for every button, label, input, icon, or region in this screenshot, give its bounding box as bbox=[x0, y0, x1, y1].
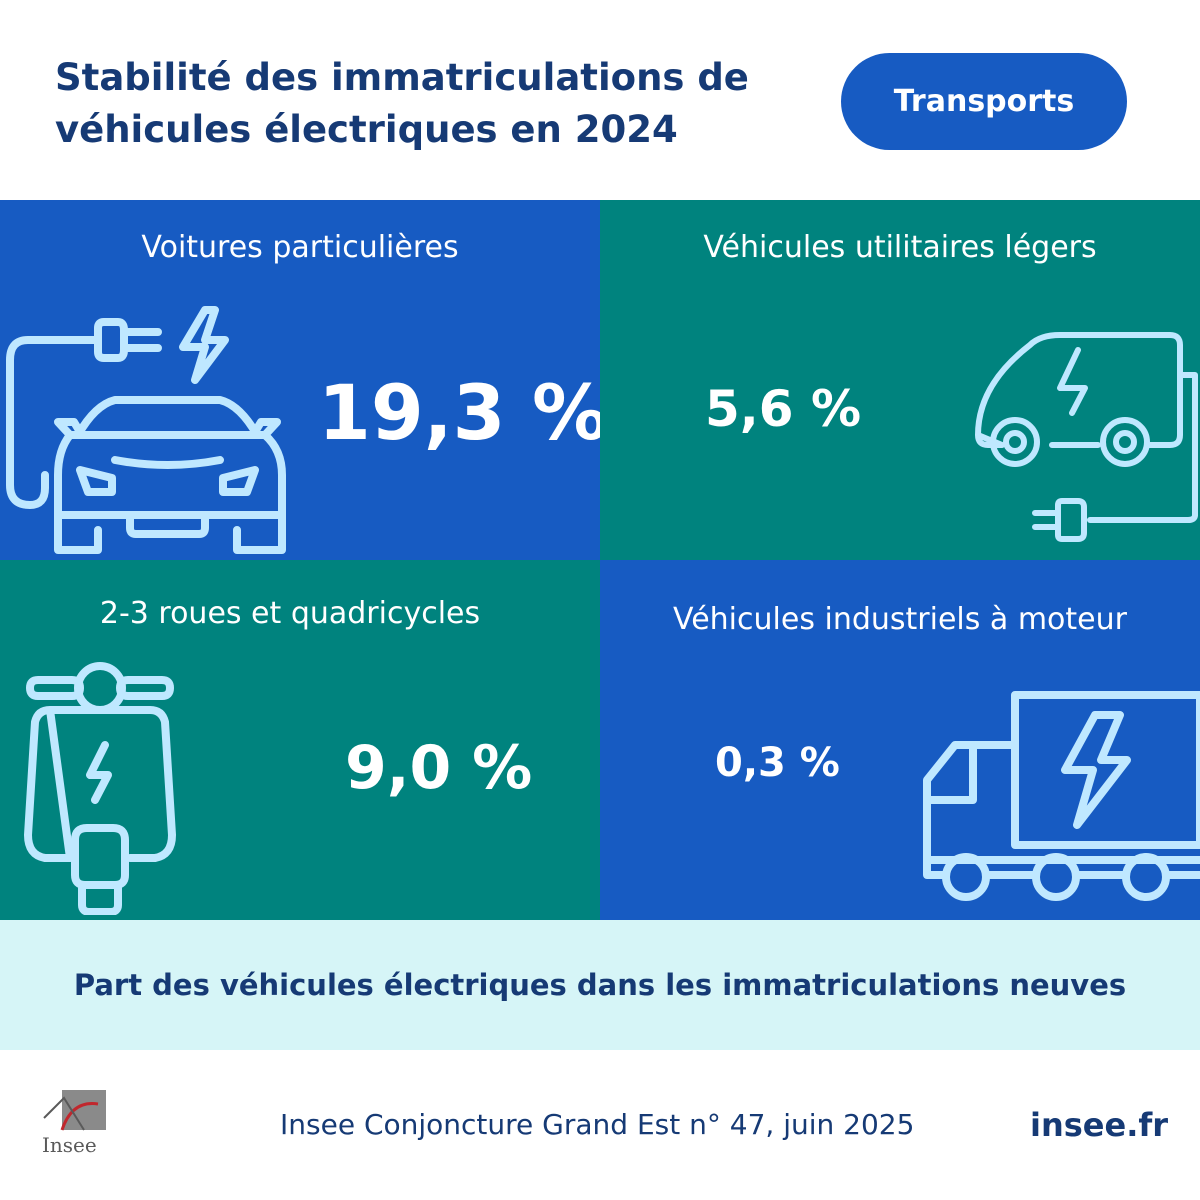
value-deux-trois-roues: 9,0 % bbox=[345, 733, 533, 803]
electric-van-icon bbox=[960, 325, 1200, 550]
footer: Insee Insee Conjoncture Grand Est n° 47,… bbox=[0, 1050, 1200, 1200]
panel-label: Véhicules utilitaires légers bbox=[703, 230, 1097, 265]
panel-label: 2-3 roues et quadricycles bbox=[99, 596, 481, 631]
panel-label: Véhicules industriels à moteur bbox=[673, 602, 1127, 637]
page-title: Stabilité des immatriculations de véhicu… bbox=[55, 56, 749, 151]
panel-deux-trois-roues: 2-3 roues et quadricycles 9,0 % bbox=[0, 560, 600, 920]
panel-vehicules-utilitaires-legers: Véhicules utilitaires légers 5,6 % bbox=[600, 200, 1200, 560]
insee-logo[interactable]: Insee bbox=[40, 1090, 110, 1160]
electric-truck-icon bbox=[915, 685, 1200, 910]
header: Stabilité des immatriculations de véhicu… bbox=[0, 0, 1200, 200]
source-citation: Insee Conjoncture Grand Est n° 47, juin … bbox=[280, 1108, 915, 1141]
panel-voitures-particulieres: Voitures particulières 19,3 % bbox=[0, 200, 600, 560]
value-voitures: 19,3 % bbox=[318, 368, 600, 457]
insee-site-link[interactable]: insee.fr bbox=[1030, 1106, 1169, 1144]
transports-tag-button[interactable]: Transports bbox=[841, 53, 1127, 150]
panel-label: Voitures particulières bbox=[141, 230, 459, 265]
panel-vehicules-industriels: Véhicules industriels à moteur 0,3 % bbox=[600, 560, 1200, 920]
electric-scooter-icon bbox=[20, 660, 180, 915]
caption-band: Part des véhicules électriques dans les … bbox=[0, 920, 1200, 1050]
electric-car-icon bbox=[0, 300, 300, 560]
value-industriels: 0,3 % bbox=[715, 740, 840, 786]
logo-text: Insee bbox=[42, 1133, 97, 1157]
caption-text: Part des véhicules électriques dans les … bbox=[73, 968, 1127, 1002]
value-utilitaires: 5,6 % bbox=[705, 380, 862, 438]
